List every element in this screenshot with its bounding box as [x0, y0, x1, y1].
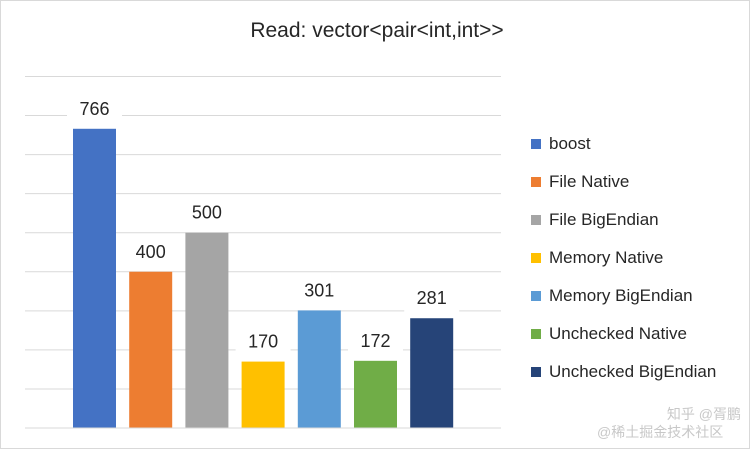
- bar-memory-native: [241, 361, 285, 428]
- bar-unchecked-bigendian: [410, 318, 454, 428]
- legend-item-file-bigendian: File BigEndian: [531, 201, 716, 239]
- legend-item-unchecked-bigendian: Unchecked BigEndian: [531, 353, 716, 391]
- watermark: 知乎 @胥鹏 @稀土掘金技术社区: [597, 405, 747, 445]
- data-label-background-memory-native: [235, 325, 291, 356]
- data-label-file-bigendian: 500: [192, 203, 222, 223]
- legend-label-memory-bigendian: Memory BigEndian: [549, 286, 693, 305]
- data-label-boost: 766: [79, 99, 109, 119]
- bar-unchecked-native: [354, 360, 397, 428]
- data-label-background-boost: [67, 92, 122, 123]
- legend-label-file-bigendian: File BigEndian: [549, 210, 659, 229]
- legend-swatch-boost: [531, 139, 541, 149]
- legend-item-file-native: File Native: [531, 163, 716, 201]
- legend-swatch-unchecked-native: [531, 329, 541, 339]
- legend-swatch-file-bigendian: [531, 215, 541, 225]
- legend-item-unchecked-native: Unchecked Native: [531, 315, 716, 353]
- legend-swatch-unchecked-bigendian: [531, 367, 541, 377]
- bars: [73, 128, 454, 428]
- bar-memory-bigendian: [297, 310, 341, 428]
- legend-item-memory-bigendian: Memory BigEndian: [531, 277, 716, 315]
- watermark-line-2: @稀土掘金技术社区: [597, 424, 724, 440]
- legend-label-boost: boost: [549, 134, 591, 153]
- legend-label-unchecked-native: Unchecked Native: [549, 324, 687, 343]
- legend-swatch-memory-native: [531, 253, 541, 263]
- data-label-memory-native: 170: [248, 332, 278, 352]
- data-label-unchecked-bigendian: 281: [417, 288, 447, 308]
- data-label-unchecked-native: 172: [360, 331, 390, 351]
- data-labels: 766 400 500 170 301 172 281: [67, 92, 460, 356]
- data-label-background-unchecked-bigendian: [404, 282, 460, 313]
- legend-swatch-memory-bigendian: [531, 291, 541, 301]
- data-label-memory-bigendian: 301: [304, 280, 334, 300]
- legend-swatch-file-native: [531, 177, 541, 187]
- data-label-background-unchecked-native: [348, 324, 403, 355]
- watermark-line-1: 知乎 @胥鹏: [666, 406, 741, 422]
- bar-file-native: [129, 271, 173, 428]
- legend-label-unchecked-bigendian: Unchecked BigEndian: [549, 362, 717, 381]
- bar-boost: [73, 128, 116, 428]
- bar-file-bigendian: [185, 232, 229, 428]
- data-label-background-memory-bigendian: [291, 274, 347, 305]
- legend-item-boost: boost: [531, 125, 716, 163]
- legend-item-memory-native: Memory Native: [531, 239, 716, 277]
- legend: boost File Native File BigEndian Memory Nat…: [531, 125, 716, 391]
- legend-label-file-native: File Native: [549, 172, 630, 191]
- legend-label-memory-native: Memory Native: [549, 248, 664, 267]
- data-label-background-file-bigendian: [179, 196, 235, 227]
- chart-title: Read: vector<pair<int,int>>: [250, 19, 504, 42]
- data-label-file-native: 400: [136, 242, 166, 262]
- data-label-background-file-native: [123, 235, 179, 266]
